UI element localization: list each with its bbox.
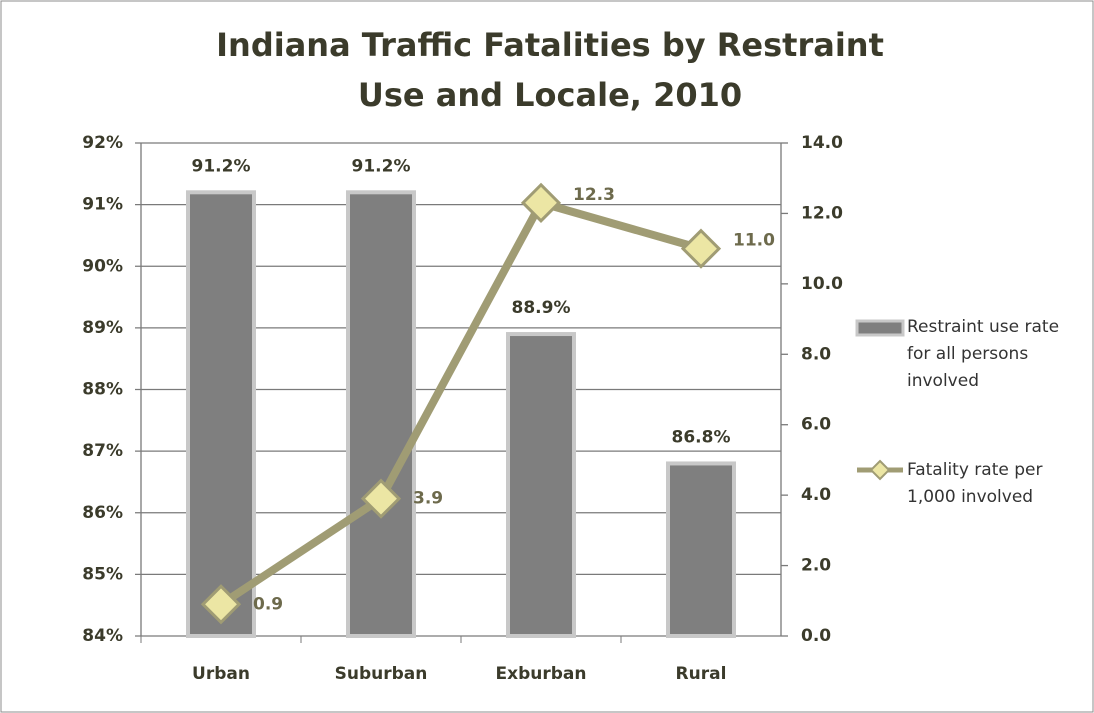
y-tick-label: 87% bbox=[82, 441, 123, 461]
value-label: 3.9 bbox=[413, 489, 443, 509]
value-label: 91.2% bbox=[352, 156, 411, 176]
y2-tick-label: 8.0 bbox=[801, 344, 831, 364]
y-tick-label: 88% bbox=[82, 380, 123, 400]
marker bbox=[200, 584, 242, 625]
y2-tick-label: 12.0 bbox=[801, 203, 843, 223]
value-label: 11.0 bbox=[733, 231, 775, 251]
bar bbox=[666, 461, 736, 639]
y-tick-label: 89% bbox=[82, 318, 123, 338]
y2-tick-label: 10.0 bbox=[801, 274, 843, 294]
title-box: Indiana Traffic Fatalities by Restraint … bbox=[216, 26, 884, 114]
y-tick-label: 91% bbox=[82, 195, 123, 215]
y-tick-label: 85% bbox=[82, 564, 123, 584]
value-label: 0.9 bbox=[253, 594, 283, 614]
x-tick-label: Suburban bbox=[335, 664, 428, 684]
bar bbox=[506, 332, 576, 638]
legend-key bbox=[855, 319, 905, 337]
y2-tick-label: 0.0 bbox=[801, 626, 831, 646]
y2-tick-label: 4.0 bbox=[801, 485, 831, 505]
x-tick-label: Exburban bbox=[496, 664, 587, 684]
y2-tick-label: 6.0 bbox=[801, 415, 831, 435]
y2-tick-label: 2.0 bbox=[801, 556, 831, 576]
chart-title: Indiana Traffic Fatalities by Restraint … bbox=[216, 26, 884, 114]
value-label: 88.9% bbox=[512, 298, 571, 318]
line bbox=[218, 198, 703, 608]
y-tick-label: 84% bbox=[82, 626, 123, 646]
legend-key bbox=[869, 459, 891, 481]
y-tick-label: 90% bbox=[82, 256, 123, 276]
x-tick-label: Rural bbox=[676, 664, 727, 684]
legend-label: Restraint use rate for all persons invol… bbox=[907, 317, 1060, 391]
value-label: 86.8% bbox=[672, 427, 731, 447]
marker bbox=[680, 228, 722, 269]
y2-tick-label: 14.0 bbox=[801, 133, 843, 153]
marker bbox=[360, 478, 402, 519]
bar bbox=[346, 190, 416, 639]
y-tick-label: 92% bbox=[82, 133, 123, 153]
value-label: 12.3 bbox=[573, 185, 615, 205]
value-label: 91.2% bbox=[192, 156, 251, 176]
bar bbox=[186, 190, 256, 639]
marker bbox=[520, 182, 562, 223]
x-tick-label: Urban bbox=[192, 664, 250, 684]
y-tick-label: 86% bbox=[82, 503, 123, 523]
legend-label: Fatality rate per 1,000 involved bbox=[907, 460, 1043, 507]
